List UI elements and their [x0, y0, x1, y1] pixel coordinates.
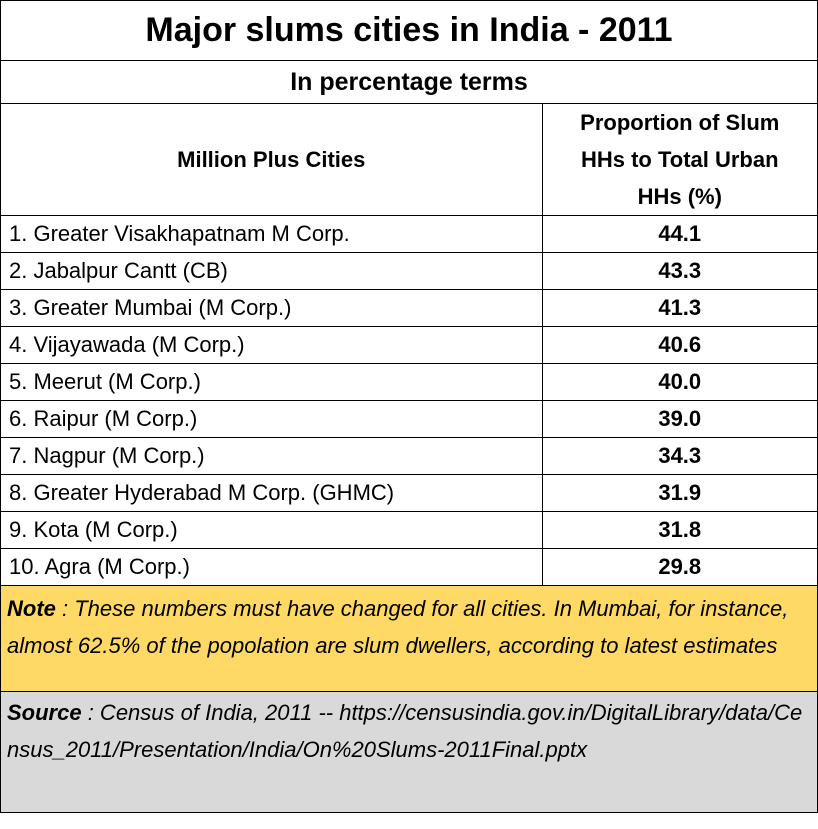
- value-header-line-2: HHs to Total Urban: [580, 147, 779, 172]
- city-cell: 1. Greater Visakhapatnam M Corp.: [1, 215, 542, 253]
- city-cell: 8. Greater Hyderabad M Corp. (GHMC): [1, 474, 542, 512]
- value-cell: 39.0: [541, 400, 817, 438]
- value-header-line-3: HHs (%): [637, 184, 722, 209]
- city-cell: 10. Agra (M Corp.): [1, 548, 542, 586]
- table-title: Major slums cities in India - 2011: [1, 1, 817, 61]
- value-cell: 43.3: [541, 252, 817, 290]
- table-row: 10. Agra (M Corp.) 29.8: [1, 548, 817, 586]
- table-row: 3. Greater Mumbai (M Corp.) 41.3: [1, 289, 817, 327]
- city-cell: 2. Jabalpur Cantt (CB): [1, 252, 542, 290]
- city-cell: 3. Greater Mumbai (M Corp.): [1, 289, 542, 327]
- table-row: 5. Meerut (M Corp.) 40.0: [1, 363, 817, 401]
- table-row: 8. Greater Hyderabad M Corp. (GHMC) 31.9: [1, 474, 817, 512]
- value-cell: 29.8: [541, 548, 817, 586]
- city-column-header: Million Plus Cities: [1, 104, 542, 216]
- city-cell: 5. Meerut (M Corp.): [1, 363, 542, 401]
- value-cell: 44.1: [541, 215, 817, 253]
- value-cell: 31.8: [541, 511, 817, 549]
- table-subtitle: In percentage terms: [1, 61, 817, 104]
- value-cell: 40.0: [541, 363, 817, 401]
- value-header-line-1: Proportion of Slum: [580, 110, 780, 135]
- value-cell: 34.3: [541, 437, 817, 475]
- value-cell: 31.9: [541, 474, 817, 512]
- slum-data-table: Million Plus Cities Proportion of Slum H…: [1, 104, 817, 586]
- city-cell: 9. Kota (M Corp.): [1, 511, 542, 549]
- source-text: : Census of India, 2011 -- https://censu…: [7, 700, 803, 762]
- table-row: 6. Raipur (M Corp.) 39.0: [1, 400, 817, 438]
- source-label: Source: [7, 700, 82, 725]
- table-row: 2. Jabalpur Cantt (CB) 43.3: [1, 252, 817, 290]
- table-row: 1. Greater Visakhapatnam M Corp. 44.1: [1, 215, 817, 253]
- note-label: Note: [7, 596, 56, 621]
- table-row: 4. Vijayawada (M Corp.) 40.6: [1, 326, 817, 364]
- value-cell: 41.3: [541, 289, 817, 327]
- value-cell: 40.6: [541, 326, 817, 364]
- table-row: 9. Kota (M Corp.) 31.8: [1, 511, 817, 549]
- city-cell: 7. Nagpur (M Corp.): [1, 437, 542, 475]
- header-row: Million Plus Cities Proportion of Slum H…: [1, 104, 817, 216]
- value-column-header: Proportion of Slum HHs to Total Urban HH…: [541, 104, 817, 216]
- note-box: Note : These numbers must have changed f…: [1, 586, 817, 692]
- city-cell: 4. Vijayawada (M Corp.): [1, 326, 542, 364]
- note-text: : These numbers must have changed for al…: [7, 596, 789, 658]
- table-body: 1. Greater Visakhapatnam M Corp. 44.1 2. J…: [1, 215, 817, 586]
- table-row: 7. Nagpur (M Corp.) 34.3: [1, 437, 817, 475]
- source-box: Source : Census of India, 2011 -- https:…: [1, 692, 817, 812]
- city-cell: 6. Raipur (M Corp.): [1, 400, 542, 438]
